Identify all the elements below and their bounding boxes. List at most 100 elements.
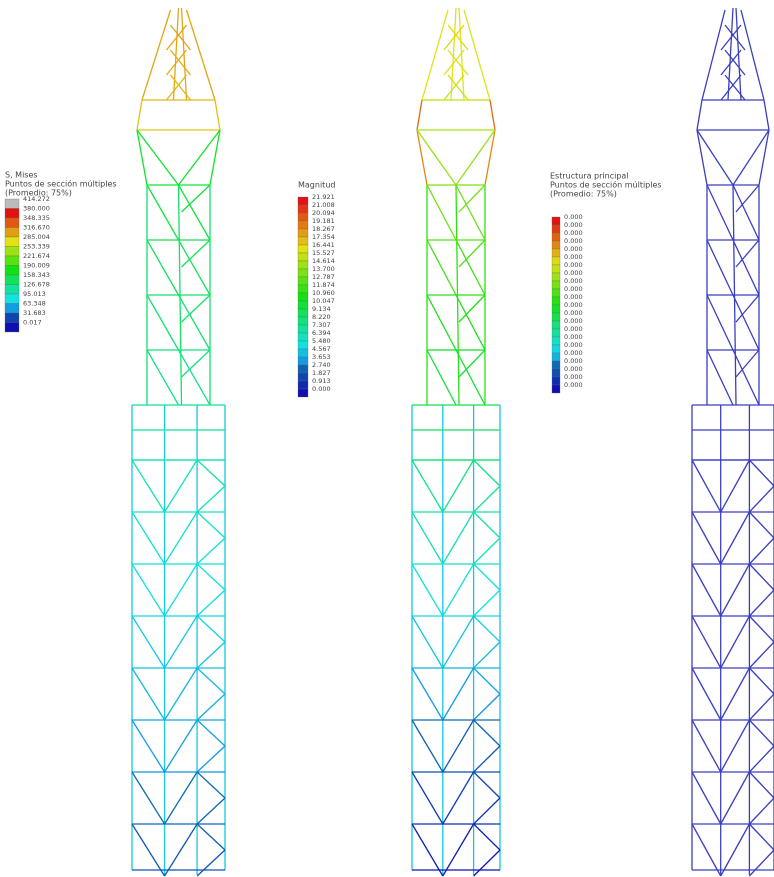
legend-label: 19.181: [312, 217, 335, 225]
legend-swatch: [5, 199, 19, 209]
member: [733, 185, 759, 240]
member: [764, 100, 769, 130]
legend-label: 1.827: [312, 369, 331, 377]
legend-label: 380.000: [23, 205, 50, 213]
member: [725, 50, 745, 75]
member: [147, 240, 179, 295]
legend-label: 0.000: [564, 325, 583, 333]
legend-label: 20.094: [312, 209, 335, 217]
member: [142, 10, 171, 100]
member: [456, 130, 495, 185]
legend-swatch: [552, 265, 560, 273]
member: [197, 564, 225, 590]
legend-swatch: [552, 233, 560, 241]
legend-label: 10.047: [312, 297, 335, 305]
member: [490, 100, 495, 130]
member: [474, 486, 500, 512]
member: [749, 616, 774, 642]
legend-label: 0.000: [564, 309, 583, 317]
member: [171, 25, 191, 50]
member: [443, 460, 474, 512]
member: [210, 130, 220, 185]
member: [456, 240, 485, 295]
member: [692, 512, 721, 564]
member: [749, 720, 774, 746]
legend-swatch: [552, 281, 560, 289]
legend-label: 190.009: [23, 262, 50, 270]
legend-label: 0.000: [564, 221, 583, 229]
legend-swatch: [298, 389, 308, 397]
member: [474, 798, 500, 824]
member: [749, 642, 774, 668]
legend-swatch: [552, 313, 560, 321]
legend-label: 0.017: [23, 319, 42, 327]
member: [197, 824, 225, 850]
legend-label: 13.700: [312, 265, 335, 273]
member: [692, 616, 721, 668]
legend-label: 7.307: [312, 321, 331, 329]
member: [427, 185, 456, 240]
legend-title: Estructura principal: [550, 172, 629, 181]
member: [137, 130, 147, 185]
legend-label: 63.348: [23, 300, 46, 308]
legend-label: 0.000: [564, 213, 583, 221]
member: [417, 100, 422, 130]
member: [132, 512, 165, 564]
legend-swatch: [298, 301, 308, 309]
legend-swatch: [5, 323, 19, 333]
legend-swatch: [5, 313, 19, 323]
member: [197, 720, 225, 746]
legend-swatch: [298, 261, 308, 269]
legend-swatch: [298, 253, 308, 261]
legend-label: 0.000: [564, 293, 583, 301]
member: [702, 10, 725, 100]
member: [179, 350, 211, 405]
towers: [132, 8, 774, 876]
legend-label: 6.394: [312, 329, 331, 337]
legend-swatch: [298, 373, 308, 381]
member: [456, 295, 485, 350]
member: [474, 512, 500, 538]
legend-swatch: [5, 266, 19, 276]
member: [215, 100, 220, 130]
member: [692, 564, 721, 616]
member: [412, 512, 443, 564]
legend-swatch: [552, 345, 560, 353]
legend-label: 95.013: [23, 290, 46, 298]
member: [197, 772, 225, 798]
member: [474, 590, 500, 616]
member: [147, 185, 179, 240]
member: [197, 460, 225, 486]
legend-label: 0.000: [564, 269, 583, 277]
legend-swatch: [552, 369, 560, 377]
legend-label: 0.000: [564, 317, 583, 325]
legend-label: 0.000: [564, 341, 583, 349]
member: [474, 460, 500, 486]
member: [443, 824, 474, 876]
legend-swatch: [552, 385, 560, 393]
legend-swatch: [5, 228, 19, 238]
member: [749, 850, 774, 876]
legend-swatch: [552, 257, 560, 265]
member: [692, 772, 721, 824]
member: [692, 460, 721, 512]
legend-swatch: [298, 309, 308, 317]
member: [474, 616, 500, 642]
legend-swatch: [298, 205, 308, 213]
member: [179, 295, 211, 350]
member: [749, 538, 774, 564]
member: [187, 10, 216, 100]
legend-swatch: [298, 229, 308, 237]
legends: S, MisesPuntos de sección múltiples(Prom…: [5, 171, 662, 398]
legend-swatch: [5, 247, 19, 257]
member: [197, 798, 225, 824]
legend-swatch: [5, 294, 19, 304]
member: [197, 850, 225, 876]
member: [485, 130, 495, 185]
legend-swatch: [552, 305, 560, 313]
member: [448, 50, 468, 75]
legend-label: 0.000: [564, 333, 583, 341]
member: [179, 130, 221, 185]
member: [427, 295, 456, 350]
member: [749, 460, 774, 486]
